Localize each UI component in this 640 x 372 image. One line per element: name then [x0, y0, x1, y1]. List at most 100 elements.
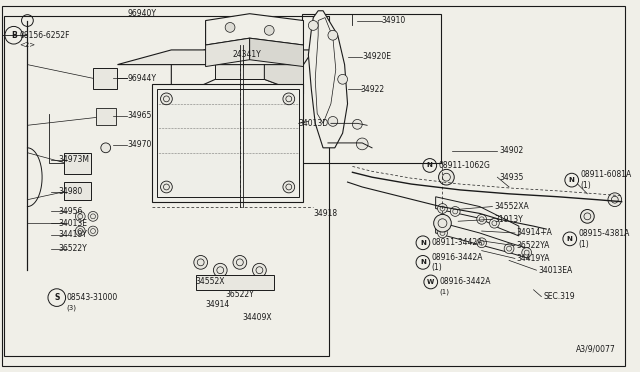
Bar [96, 108, 115, 125]
Circle shape [477, 214, 486, 224]
Polygon shape [205, 38, 250, 67]
Text: 08911-1062G: 08911-1062G [438, 161, 490, 170]
Circle shape [283, 181, 294, 193]
Text: W: W [427, 279, 435, 285]
Polygon shape [205, 14, 303, 45]
Text: N: N [569, 177, 575, 183]
Polygon shape [436, 197, 519, 236]
Text: 34419Y: 34419Y [59, 230, 88, 240]
Circle shape [338, 74, 348, 84]
Text: 36522Y: 36522Y [59, 244, 88, 253]
Text: N: N [420, 240, 426, 246]
Circle shape [264, 25, 274, 35]
Text: 96940Y: 96940Y [127, 9, 156, 18]
Circle shape [451, 206, 460, 217]
Text: 34918: 34918 [313, 209, 337, 218]
Text: 08911-6081A
(1): 08911-6081A (1) [580, 170, 632, 190]
Circle shape [283, 93, 294, 105]
Circle shape [253, 263, 266, 277]
Polygon shape [436, 221, 529, 259]
Bar [4, 16, 329, 356]
Text: 34980: 34980 [59, 187, 83, 196]
Text: 34902: 34902 [499, 146, 524, 155]
Circle shape [161, 181, 172, 193]
Circle shape [308, 20, 318, 31]
Text: 36522Y: 36522Y [225, 290, 254, 299]
Text: 34914+A: 34914+A [517, 228, 553, 237]
Polygon shape [264, 45, 303, 94]
Text: 96944Y: 96944Y [127, 74, 156, 83]
Text: (3): (3) [67, 304, 77, 311]
Circle shape [438, 203, 447, 214]
Circle shape [88, 211, 98, 221]
Text: B: B [11, 31, 17, 40]
Text: 34552X: 34552X [196, 278, 225, 286]
Circle shape [438, 228, 447, 238]
Text: 08916-3442A: 08916-3442A [440, 278, 491, 286]
Text: 31913Y: 31913Y [494, 215, 523, 224]
Text: 08911-3442A: 08911-3442A [432, 238, 483, 247]
Circle shape [504, 244, 514, 254]
Polygon shape [152, 84, 303, 202]
Circle shape [225, 23, 235, 32]
Text: N: N [420, 259, 426, 265]
Circle shape [522, 248, 532, 257]
Bar [93, 68, 118, 89]
Text: 34419YA: 34419YA [517, 254, 550, 263]
Circle shape [580, 209, 594, 223]
Circle shape [76, 226, 85, 236]
Text: 08543-31000: 08543-31000 [67, 293, 118, 302]
Text: 36522YA: 36522YA [517, 241, 550, 250]
Text: 34965: 34965 [127, 111, 152, 120]
Text: 24341Y: 24341Y [232, 50, 260, 59]
Text: 34013EA: 34013EA [538, 266, 573, 275]
Polygon shape [250, 38, 303, 67]
Circle shape [434, 214, 451, 232]
Bar [157, 89, 299, 197]
Text: 08915-4381A
(1): 08915-4381A (1) [579, 229, 630, 248]
Text: 34920E: 34920E [362, 52, 391, 61]
Circle shape [477, 238, 486, 248]
Text: 34910: 34910 [382, 16, 406, 25]
Text: N: N [427, 163, 433, 169]
Text: A3/9/0077: A3/9/0077 [575, 344, 616, 353]
Polygon shape [308, 11, 348, 148]
Text: 34935: 34935 [499, 173, 524, 182]
Polygon shape [118, 50, 313, 65]
Text: 34013D: 34013D [299, 119, 329, 128]
Text: 34970: 34970 [127, 140, 152, 150]
Circle shape [438, 169, 454, 185]
Text: 34956: 34956 [59, 207, 83, 216]
Text: <2>: <2> [20, 42, 36, 48]
Circle shape [233, 256, 246, 269]
Polygon shape [216, 45, 264, 79]
Text: 34914: 34914 [205, 300, 230, 309]
Circle shape [353, 119, 362, 129]
Polygon shape [172, 45, 303, 99]
Circle shape [194, 256, 207, 269]
Circle shape [213, 263, 227, 277]
Text: S: S [54, 293, 60, 302]
Bar [301, 14, 440, 163]
Text: 34013E: 34013E [59, 219, 88, 228]
Circle shape [161, 93, 172, 105]
Text: 08916-3442A
(1): 08916-3442A (1) [432, 253, 483, 272]
Text: 34922: 34922 [360, 84, 385, 94]
Circle shape [76, 211, 85, 221]
Text: 34973M: 34973M [59, 155, 90, 164]
Text: SEC.319: SEC.319 [543, 292, 575, 301]
Bar [196, 275, 274, 290]
Circle shape [328, 116, 338, 126]
Text: 34409X: 34409X [243, 313, 273, 322]
Text: (1): (1) [440, 288, 449, 295]
Circle shape [328, 31, 338, 40]
Circle shape [608, 193, 621, 206]
Circle shape [356, 138, 368, 150]
Circle shape [101, 143, 111, 153]
Text: 34552XA: 34552XA [494, 202, 529, 211]
Text: 08156-6252F: 08156-6252F [20, 31, 70, 40]
Circle shape [490, 218, 499, 228]
Circle shape [88, 226, 98, 236]
Text: N: N [567, 236, 573, 242]
Bar [63, 182, 91, 200]
